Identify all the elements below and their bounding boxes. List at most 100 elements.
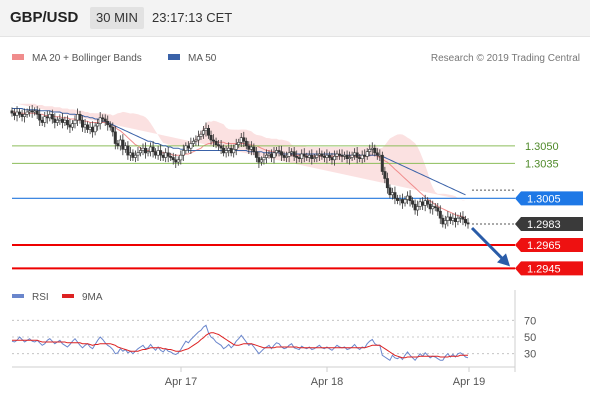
ma50-path (12, 108, 466, 196)
candle (446, 211, 450, 227)
forecast-arrow (470, 226, 510, 267)
candle (18, 108, 22, 118)
rsi-ma-line (12, 332, 468, 359)
candle (466, 218, 470, 229)
candle (212, 134, 216, 147)
candle (348, 151, 352, 165)
candle (174, 154, 178, 168)
candle (383, 166, 387, 184)
candle (68, 119, 72, 133)
legend-swatch-rsi (12, 294, 24, 298)
candle (436, 203, 440, 216)
candle (458, 212, 462, 223)
legend-swatch-ma50 (168, 54, 180, 60)
timeframe-badge[interactable]: 30 MIN (90, 7, 144, 29)
candle (194, 135, 198, 146)
rsi-tick-label: 70 (524, 315, 536, 327)
level-label: 1.3005 (527, 193, 561, 205)
candle (373, 144, 377, 157)
rsi-legend: RSI 9MA (12, 292, 103, 303)
candle (10, 107, 14, 117)
candle (40, 116, 44, 126)
candle (98, 112, 102, 130)
ma50-line (12, 108, 466, 196)
candle (25, 108, 29, 118)
candle (463, 215, 467, 227)
candle (169, 152, 173, 161)
level-label: 1.3050 (525, 141, 559, 153)
candle (385, 172, 389, 194)
candle (196, 130, 200, 146)
candle (411, 197, 415, 208)
legend-swatch-ma20 (12, 54, 24, 60)
candle (91, 121, 95, 138)
candle (58, 114, 62, 125)
candle (106, 115, 110, 131)
candle (81, 115, 85, 132)
level-tag-4: 1.2965 (515, 238, 583, 252)
candle (441, 214, 445, 228)
level-tag-bg (515, 261, 583, 276)
candle (287, 147, 291, 163)
candle (277, 145, 281, 157)
level-tag-bg (515, 238, 583, 252)
candle (101, 114, 105, 123)
candle (45, 110, 49, 124)
legend-label-9ma: 9MA (82, 292, 103, 303)
rsi-tick-label: 50 (524, 332, 536, 344)
candle (33, 107, 37, 116)
candle (413, 199, 417, 215)
candle (461, 211, 465, 226)
symbol-title: GBP/USD (10, 9, 79, 26)
candle (53, 113, 57, 129)
candle (438, 205, 442, 224)
candle (113, 126, 117, 150)
candle (55, 116, 59, 126)
candle (86, 121, 90, 133)
candle (43, 112, 47, 128)
candle (139, 147, 143, 157)
candle (88, 122, 92, 135)
candle (118, 135, 122, 151)
candle (408, 190, 412, 207)
candle (395, 194, 399, 205)
level-tag-5: 1.2945 (515, 261, 583, 276)
level-tag-0: 1.3050 (525, 141, 559, 153)
level-label: 1.2983 (527, 219, 561, 231)
candle (156, 145, 160, 160)
candle (189, 137, 193, 154)
candle (144, 142, 148, 159)
candle (403, 196, 407, 207)
candle (365, 148, 369, 160)
candle (149, 142, 153, 157)
candle (355, 147, 359, 164)
rsi-panel: 70 50 30 (11, 315, 536, 362)
bollinger-area (12, 102, 466, 201)
forecast-arrow-head (497, 253, 510, 267)
candle (375, 148, 379, 160)
level-tag-bg (515, 191, 583, 206)
candle (93, 122, 97, 136)
candle (244, 137, 248, 150)
candle (202, 126, 206, 139)
candle (418, 198, 422, 210)
candle (123, 142, 127, 153)
candle (224, 145, 228, 158)
candle (237, 138, 241, 149)
candle (71, 120, 75, 131)
candle (264, 149, 268, 164)
candle (214, 137, 218, 149)
candle (262, 152, 266, 165)
candle (181, 144, 185, 161)
candle (126, 141, 130, 160)
candle (60, 113, 64, 129)
candle (103, 114, 107, 126)
chart-header: GBP/USD 30 MIN 23:17:13 CET (0, 0, 590, 37)
candle (368, 144, 372, 157)
candle (252, 143, 256, 156)
candle (388, 184, 392, 199)
candle (448, 213, 452, 224)
candle (116, 140, 120, 150)
candle (111, 122, 115, 137)
